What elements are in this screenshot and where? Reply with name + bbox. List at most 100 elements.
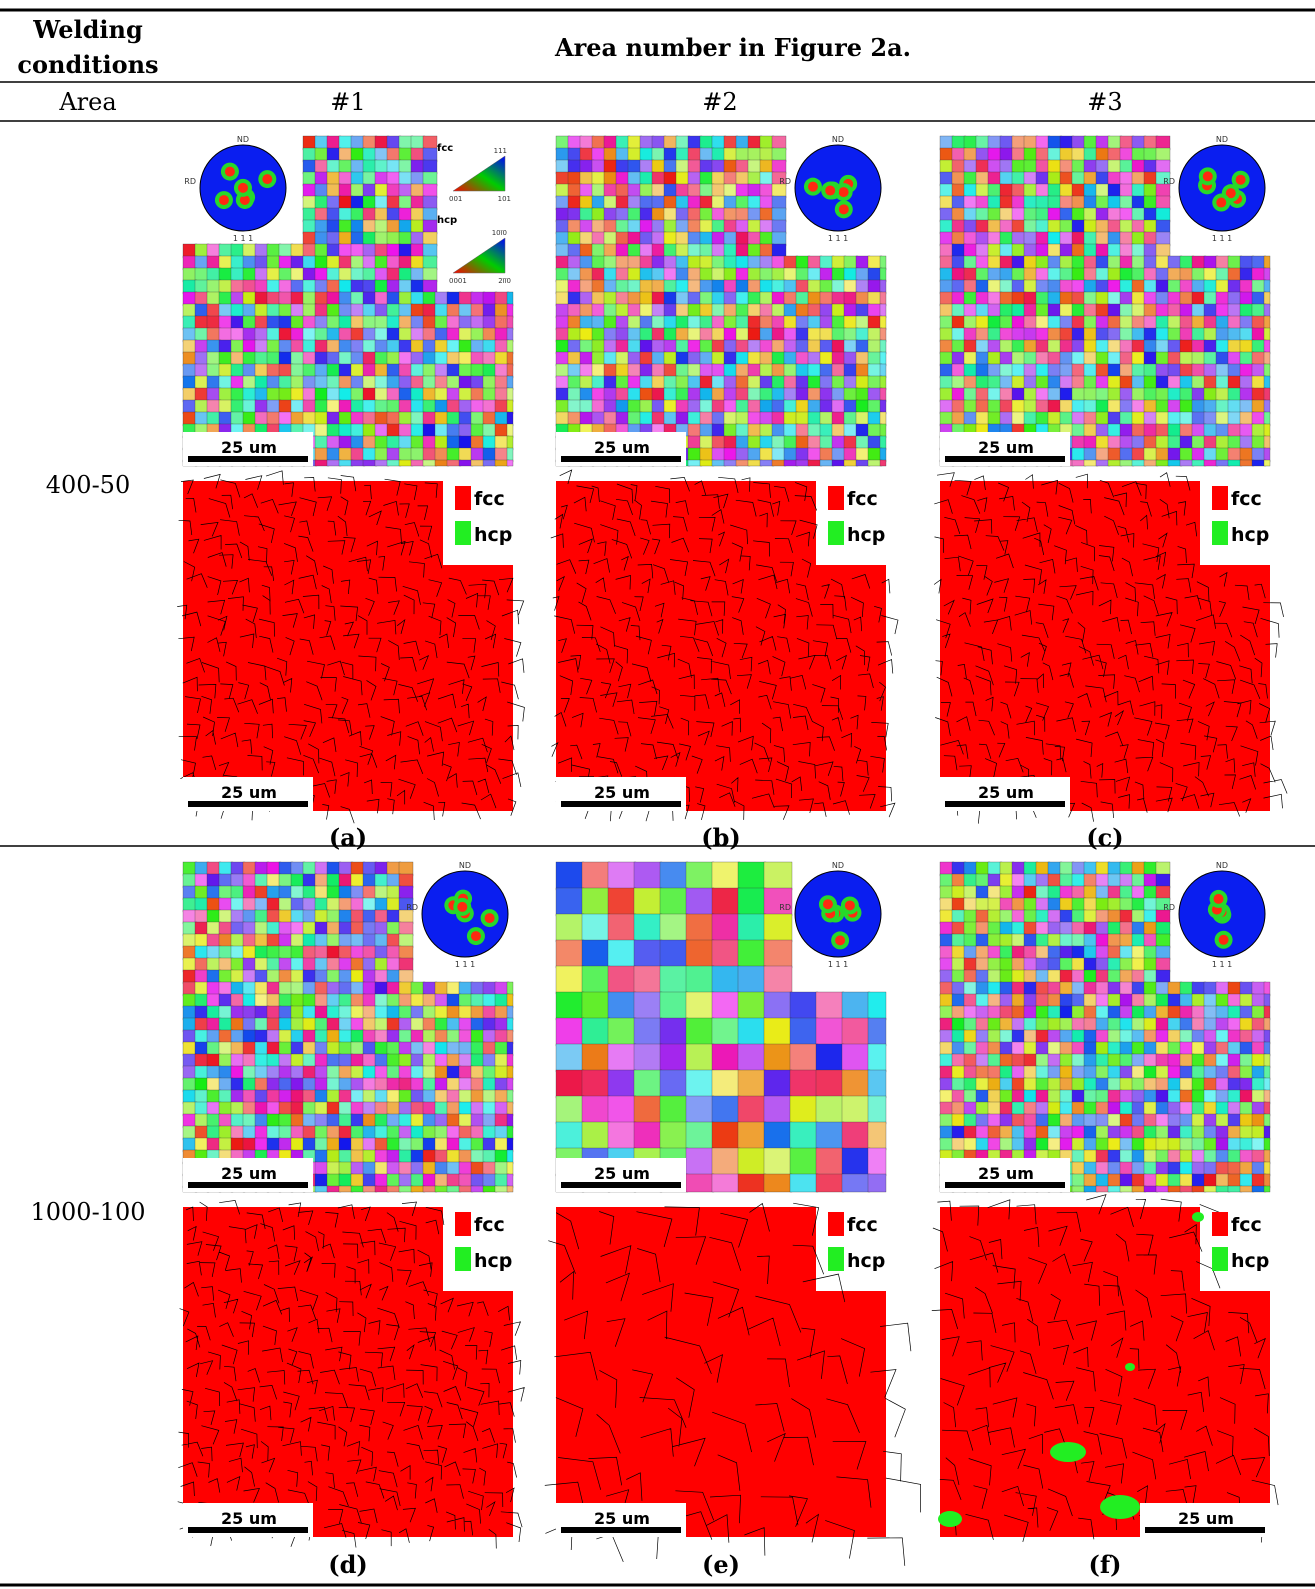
grain <box>556 1070 584 1098</box>
grain <box>816 1044 844 1072</box>
grain <box>738 1070 766 1098</box>
pole-intensity <box>808 182 818 192</box>
grain <box>556 1044 584 1072</box>
grain <box>507 1186 513 1192</box>
grain <box>816 1122 844 1150</box>
pole-intensity <box>471 931 481 941</box>
scale-bar-label: 25 um <box>1178 1509 1234 1528</box>
caption: (b) <box>701 823 741 852</box>
grain <box>712 888 740 916</box>
hcp-region <box>1050 1442 1086 1462</box>
legend-swatch <box>828 486 844 510</box>
scale-bar <box>188 1182 308 1188</box>
grain <box>686 1148 714 1176</box>
legend-label: hcp <box>847 1250 885 1272</box>
pole-label: RD <box>1163 903 1175 912</box>
grain <box>556 992 584 1020</box>
subheader-cell: #3 <box>1087 88 1122 116</box>
grain <box>764 1148 792 1176</box>
grain <box>1264 460 1270 466</box>
pole-label: ND <box>459 861 471 870</box>
grain <box>712 1070 740 1098</box>
grain <box>790 992 818 1020</box>
grain <box>816 1018 844 1046</box>
legend-swatch <box>455 1247 471 1271</box>
grain <box>764 992 792 1020</box>
grain <box>790 1122 818 1150</box>
pole-label: RD <box>779 903 791 912</box>
caption: (d) <box>328 1550 368 1579</box>
legend-swatch <box>1212 1247 1228 1271</box>
phase-map <box>178 1200 525 1548</box>
grain <box>582 966 610 994</box>
grain <box>764 914 792 942</box>
caption: (f) <box>1088 1550 1121 1579</box>
pole-intensity <box>485 913 495 923</box>
phase-map <box>932 1195 1278 1543</box>
grain <box>660 1096 688 1124</box>
scale-bar <box>945 1182 1065 1188</box>
grain <box>868 1070 886 1098</box>
key-label: 0001 <box>449 277 467 285</box>
grain <box>712 966 740 994</box>
grain <box>816 992 844 1020</box>
key-title: hcp <box>437 215 457 226</box>
key-label: 111 <box>494 147 507 155</box>
caption: (e) <box>702 1550 740 1579</box>
row-label: 1000-100 <box>31 1198 146 1226</box>
grain <box>712 1044 740 1072</box>
grain <box>764 1070 792 1098</box>
grain <box>738 1148 766 1176</box>
grain <box>764 1096 792 1124</box>
pole-intensity <box>225 167 235 177</box>
grain <box>764 966 792 994</box>
grain <box>842 992 870 1020</box>
legend-label: hcp <box>1231 524 1269 546</box>
grain <box>1264 1186 1270 1192</box>
subheader-cell: Area <box>58 88 116 116</box>
caption: (a) <box>329 823 367 852</box>
grain <box>842 1148 870 1176</box>
grain <box>608 914 636 942</box>
grain <box>608 992 636 1020</box>
pole-label: ND <box>832 861 844 870</box>
pole-label: RD <box>406 903 418 912</box>
phase-map <box>551 470 898 821</box>
pole-label: 1 1 1 <box>828 960 848 969</box>
pole-figure <box>1179 145 1265 231</box>
grain <box>712 992 740 1020</box>
pole-label: 1 1 1 <box>455 960 475 969</box>
scale-bar <box>188 456 308 462</box>
grain <box>686 992 714 1020</box>
header-title: Area number in Figure 2a. <box>554 33 911 62</box>
grain <box>556 1096 584 1124</box>
grain <box>660 1044 688 1072</box>
legend-label: fcc <box>1231 1214 1262 1236</box>
key-label: 10ī0 <box>492 229 507 237</box>
scale-bar-label: 25 um <box>594 1164 650 1183</box>
row-label: 400-50 <box>46 471 130 499</box>
legend-label: fcc <box>474 1214 505 1236</box>
legend-swatch <box>1212 486 1228 510</box>
scale-bar <box>188 1527 308 1533</box>
grain <box>686 862 714 890</box>
grain <box>556 914 584 942</box>
pole-intensity <box>457 902 467 912</box>
grain <box>712 1122 740 1150</box>
grain <box>738 1018 766 1046</box>
grain <box>582 1018 610 1046</box>
grain <box>764 1122 792 1150</box>
subheader-cell: #2 <box>702 88 737 116</box>
grain <box>842 1070 870 1098</box>
legend-label: hcp <box>474 1250 512 1272</box>
pole-intensity <box>238 183 248 193</box>
grain <box>582 1122 610 1150</box>
grain <box>660 1070 688 1098</box>
pole-label: 1 1 1 <box>1212 234 1232 243</box>
scale-bar-label: 25 um <box>221 783 277 802</box>
grain <box>634 914 662 942</box>
scale-bar <box>561 801 681 807</box>
grain <box>686 1044 714 1072</box>
pole-label: RD <box>779 177 791 186</box>
grain <box>764 1018 792 1046</box>
